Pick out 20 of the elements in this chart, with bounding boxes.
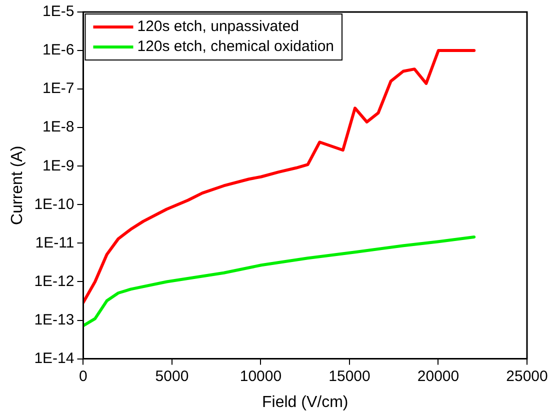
y-axis-title: Current (A) xyxy=(9,146,26,225)
x-tick-label: 5000 xyxy=(155,368,189,385)
y-tick-label: 1E-11 xyxy=(35,234,74,252)
x-tick-label: 10000 xyxy=(240,368,282,385)
y-tick-label: 1E-6 xyxy=(42,42,74,59)
y-tick-label: 1E-5 xyxy=(42,3,74,20)
x-tick-label: 20000 xyxy=(417,368,460,385)
y-tick-label: 1E-9 xyxy=(42,157,74,174)
y-tick-label: 1E-12 xyxy=(34,272,74,290)
x-axis-title: Field (V/cm) xyxy=(262,394,348,411)
y-tick-label: 1E-13 xyxy=(34,311,74,328)
x-tick-label: 25000 xyxy=(506,368,548,385)
y-tick-label: 1E-8 xyxy=(42,118,74,136)
x-tick-label: 0 xyxy=(79,368,88,385)
y-tick-label: 1E-7 xyxy=(42,80,74,98)
y-tick-label: 1E-10 xyxy=(34,196,74,213)
y-tick-label: 1E-14 xyxy=(34,350,74,367)
legend-label: 120s etch, chemical oxidation xyxy=(137,38,334,56)
legend-label: 120s etch, unpassivated xyxy=(137,18,300,36)
x-tick-label: 15000 xyxy=(328,368,370,385)
